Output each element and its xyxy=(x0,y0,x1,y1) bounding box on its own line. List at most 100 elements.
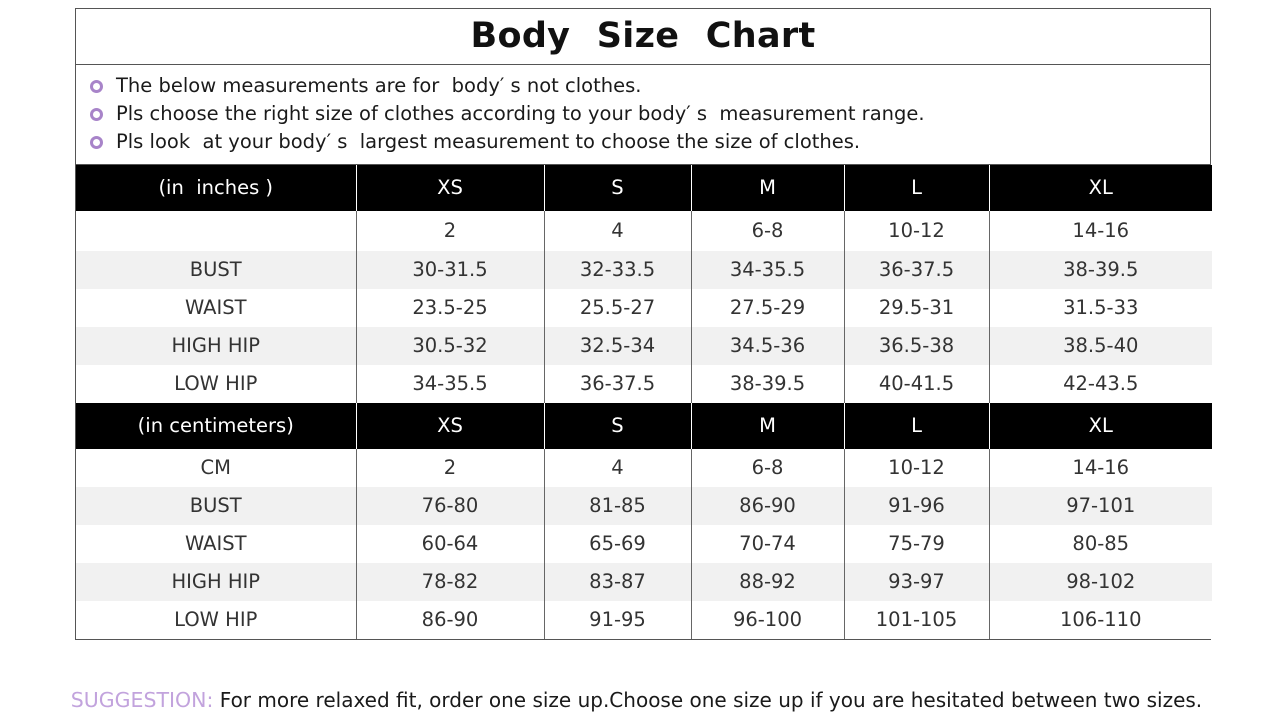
cell: 106-110 xyxy=(988,601,1212,639)
cell: 6-8 xyxy=(690,449,845,487)
cell: 2 xyxy=(355,211,545,251)
centimeters-header-row: (in centimeters) XS S M L XL xyxy=(76,403,1212,449)
body-size-chart: Body Size Chart The below measurements a… xyxy=(75,8,1212,640)
suggestion-label: SUGGESTION: xyxy=(70,688,214,712)
cell: 30.5-32 xyxy=(355,327,545,365)
note-text: The below measurements are for body′ s n… xyxy=(116,74,642,98)
cell: 6-8 xyxy=(690,211,845,251)
cm-header-m: M xyxy=(690,403,845,449)
cm-header-xs: XS xyxy=(355,403,545,449)
note-item: Pls look at your body′ s largest measure… xyxy=(76,128,1210,156)
inches-unit-label: (in inches ) xyxy=(76,165,357,211)
inches-header-xs: XS xyxy=(355,165,545,211)
cell: 78-82 xyxy=(355,563,545,601)
page-title: Body Size Chart xyxy=(470,16,816,56)
cm-header-xl: XL xyxy=(988,403,1212,449)
table-row: HIGH HIP 78-82 83-87 88-92 93-97 98-102 xyxy=(76,563,1212,601)
cell: 4 xyxy=(543,449,692,487)
cell: 14-16 xyxy=(988,449,1212,487)
row-label xyxy=(76,211,357,251)
cell: 2 xyxy=(355,449,545,487)
cell: 65-69 xyxy=(543,525,692,563)
cm-header-l: L xyxy=(843,403,990,449)
cell: 32.5-34 xyxy=(543,327,692,365)
table-row: 2 4 6-8 10-12 14-16 xyxy=(76,211,1212,251)
cell: 14-16 xyxy=(988,211,1212,251)
row-label: CM xyxy=(76,449,357,487)
cell: 32-33.5 xyxy=(543,251,692,289)
cell: 29.5-31 xyxy=(843,289,990,327)
size-table: (in inches ) XS S M L XL 2 4 6-8 10-12 1… xyxy=(76,165,1212,639)
inches-header-s: S xyxy=(543,165,692,211)
note-item: The below measurements are for body′ s n… xyxy=(76,72,1210,100)
cell: 34-35.5 xyxy=(355,365,545,403)
row-label: LOW HIP xyxy=(76,365,357,403)
row-label: BUST xyxy=(76,487,357,525)
cell: 36.5-38 xyxy=(843,327,990,365)
cell: 34.5-36 xyxy=(690,327,845,365)
ring-bullet-icon xyxy=(90,107,103,121)
chart-title-bar: Body Size Chart xyxy=(76,9,1210,65)
cell: 96-100 xyxy=(690,601,845,639)
cell: 101-105 xyxy=(843,601,990,639)
row-label: WAIST xyxy=(76,289,357,327)
cell: 4 xyxy=(543,211,692,251)
cell: 98-102 xyxy=(988,563,1212,601)
note-item: Pls choose the right size of clothes acc… xyxy=(76,100,1210,128)
cell: 38.5-40 xyxy=(988,327,1212,365)
cell: 30-31.5 xyxy=(355,251,545,289)
cell: 40-41.5 xyxy=(843,365,990,403)
table-row: LOW HIP 34-35.5 36-37.5 38-39.5 40-41.5 … xyxy=(76,365,1212,403)
ring-bullet-icon xyxy=(90,135,103,149)
cell: 93-97 xyxy=(843,563,990,601)
cell: 23.5-25 xyxy=(355,289,545,327)
cell: 38-39.5 xyxy=(690,365,845,403)
suggestion-text: For more relaxed fit, order one size up.… xyxy=(213,688,1203,712)
cell: 86-90 xyxy=(355,601,545,639)
table-row: WAIST 60-64 65-69 70-74 75-79 80-85 xyxy=(76,525,1212,563)
cell: 27.5-29 xyxy=(690,289,845,327)
cell: 31.5-33 xyxy=(988,289,1212,327)
cell: 60-64 xyxy=(355,525,545,563)
cell: 75-79 xyxy=(843,525,990,563)
cell: 36-37.5 xyxy=(543,365,692,403)
row-label: BUST xyxy=(76,251,357,289)
cell: 91-96 xyxy=(843,487,990,525)
table-row: CM 2 4 6-8 10-12 14-16 xyxy=(76,449,1212,487)
row-label: LOW HIP xyxy=(76,601,357,639)
cell: 34-35.5 xyxy=(690,251,845,289)
cell: 97-101 xyxy=(988,487,1212,525)
row-label: HIGH HIP xyxy=(76,563,357,601)
cell: 86-90 xyxy=(690,487,845,525)
cell: 83-87 xyxy=(543,563,692,601)
cell: 80-85 xyxy=(988,525,1212,563)
centimeters-unit-label: (in centimeters) xyxy=(76,403,357,449)
table-row: BUST 30-31.5 32-33.5 34-35.5 36-37.5 38-… xyxy=(76,251,1212,289)
cell: 91-95 xyxy=(543,601,692,639)
inches-header-m: M xyxy=(690,165,845,211)
cell: 81-85 xyxy=(543,487,692,525)
cell: 38-39.5 xyxy=(988,251,1212,289)
table-row: LOW HIP 86-90 91-95 96-100 101-105 106-1… xyxy=(76,601,1212,639)
suggestion-footer: SUGGESTION: For more relaxed fit, order … xyxy=(58,670,1202,711)
ring-bullet-icon xyxy=(90,79,103,93)
row-label: HIGH HIP xyxy=(76,327,357,365)
table-row: HIGH HIP 30.5-32 32.5-34 34.5-36 36.5-38… xyxy=(76,327,1212,365)
cell: 10-12 xyxy=(843,449,990,487)
table-row: BUST 76-80 81-85 86-90 91-96 97-101 xyxy=(76,487,1212,525)
cell: 36-37.5 xyxy=(843,251,990,289)
table-row: WAIST 23.5-25 25.5-27 27.5-29 29.5-31 31… xyxy=(76,289,1212,327)
note-text: Pls look at your body′ s largest measure… xyxy=(116,130,861,154)
cell: 70-74 xyxy=(690,525,845,563)
row-label: WAIST xyxy=(76,525,357,563)
inches-header-xl: XL xyxy=(988,165,1212,211)
notes-box: The below measurements are for body′ s n… xyxy=(76,65,1210,165)
note-text: Pls choose the right size of clothes acc… xyxy=(116,102,925,126)
cell: 42-43.5 xyxy=(988,365,1212,403)
cell: 25.5-27 xyxy=(543,289,692,327)
cell: 76-80 xyxy=(355,487,545,525)
cell: 10-12 xyxy=(843,211,990,251)
inches-header-l: L xyxy=(843,165,990,211)
cell: 88-92 xyxy=(690,563,845,601)
cm-header-s: S xyxy=(543,403,692,449)
